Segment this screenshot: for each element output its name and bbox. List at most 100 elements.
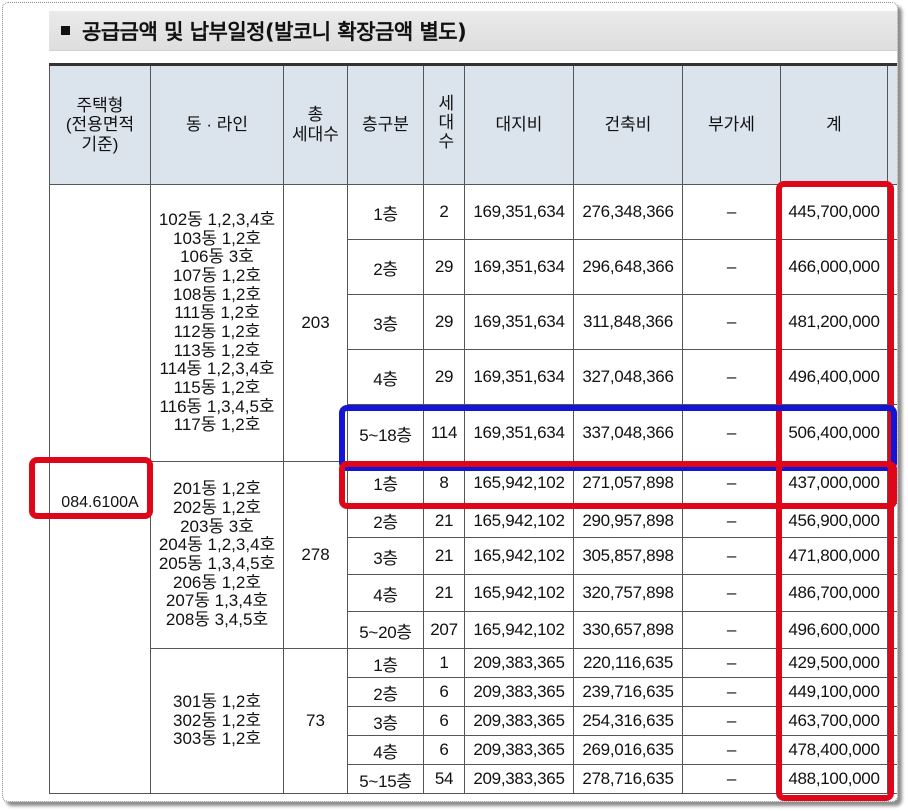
sum-cell: 496,600,000 — [780, 611, 888, 649]
building-cell: 276,348,366 — [573, 184, 683, 240]
vat-cell: – — [682, 706, 781, 736]
building-cell: 271,057,898 — [573, 461, 683, 504]
section-title-bar: 공급금액 및 납부일정(발코니 확장금액 별도) — [49, 11, 897, 51]
building-cell: 254,316,635 — [573, 706, 683, 736]
truncated-cell — [887, 611, 897, 649]
truncated-cell — [887, 239, 897, 295]
vat-cell: – — [682, 294, 781, 350]
sum-cell: 463,700,000 — [780, 706, 888, 736]
header-sum: 계 — [780, 63, 888, 185]
sum-cell: 481,200,000 — [780, 294, 888, 350]
land-cell: 169,351,634 — [464, 404, 574, 462]
floor-cell: 3층 — [347, 706, 424, 736]
table-row: 2층 29 169,351,634 296,648,366–466,000,000 — [50, 239, 897, 295]
units-cell: 2 — [423, 184, 465, 240]
dong-line-item: 108동 1,2호 — [173, 284, 261, 304]
vat-cell: – — [682, 349, 781, 405]
truncated-cell — [887, 349, 897, 405]
land-cell: 165,942,102 — [464, 503, 574, 538]
table-row: 2층 6 209,383,365 239,716,635–449,100,000 — [50, 677, 897, 707]
units-cell: 6 — [423, 735, 465, 765]
truncated-cell — [887, 677, 897, 707]
land-cell: 209,383,365 — [464, 706, 574, 736]
dong-line-cell: 201동 1,2호 202동 1,2호 203동 3호 204동 1,2,3,4호 20… — [150, 461, 284, 649]
dong-line-item: 112동 1,2호 — [173, 322, 261, 341]
floor-cell: 4층 — [347, 574, 424, 612]
land-cell: 169,351,634 — [464, 239, 574, 295]
floor-cell: 5~20층 — [347, 611, 424, 649]
dong-line-item: 204동 1,2,3,4호 — [158, 535, 276, 555]
table-header-row: 주택형 (전용면적 기준) 동 · 라인 총 세대수 층구분 세대수 대지비 건… — [49, 63, 897, 185]
building-cell: 327,048,366 — [573, 349, 683, 405]
dong-line-item: 207동 1,3,4호 — [165, 591, 269, 611]
vat-cell: – — [682, 574, 781, 612]
header-land: 대지비 — [464, 63, 574, 185]
vat-cell: – — [682, 461, 781, 504]
dong-line-item: 114동 1,2,3,4호 — [159, 359, 275, 379]
dong-line-item: 103동 1,2호 — [173, 228, 261, 248]
truncated-cell — [887, 404, 897, 462]
floor-cell: 2층 — [347, 239, 424, 295]
header-units: 세대수 — [423, 63, 465, 185]
truncated-cell — [887, 764, 897, 794]
housing-type-cell: 084.6100A — [49, 184, 151, 794]
total-units-cell: 278 — [283, 461, 348, 649]
dong-line-item: 117동 1,2호 — [173, 415, 261, 435]
dong-line-cell: 102동 1,2,3,4호 103동 1,2호 106동 3호 107동 1,2호 10… — [150, 184, 284, 462]
building-cell: 305,857,898 — [573, 537, 683, 575]
units-cell: 21 — [423, 537, 465, 575]
truncated-cell — [887, 706, 897, 736]
land-cell: 209,383,365 — [464, 648, 574, 678]
header-vat: 부가세 — [682, 63, 781, 185]
header-floor: 층구분 — [347, 63, 424, 185]
land-cell: 209,383,365 — [464, 764, 574, 794]
building-cell: 320,757,898 — [573, 574, 683, 612]
land-cell: 169,351,634 — [464, 184, 574, 240]
floor-cell: 4층 — [347, 349, 424, 405]
truncated-cell — [887, 648, 897, 678]
total-units-cell: 203 — [283, 184, 348, 462]
document-frame: 공급금액 및 납부일정(발코니 확장금액 별도) 주택형 (전용면적 기준) 동… — [2, 2, 898, 802]
floor-cell: 4층 — [347, 735, 424, 765]
units-cell: 207 — [423, 611, 465, 649]
sum-cell: 506,400,000 — [780, 404, 888, 462]
building-cell: 311,848,366 — [573, 294, 683, 350]
units-cell: 114 — [423, 404, 465, 462]
header-dong: 동 · 라인 — [150, 63, 284, 185]
dong-line-item: 302동 1,2호 — [173, 710, 261, 730]
truncated-cell — [887, 184, 897, 240]
units-cell: 29 — [423, 294, 465, 350]
land-cell: 209,383,365 — [464, 677, 574, 707]
table-row: 4층 29 169,351,634 327,048,366–496,400,000 — [50, 349, 897, 405]
dong-line-item: 102동 1,2,3,4호 — [158, 209, 276, 229]
vat-cell: – — [682, 239, 781, 295]
land-cell: 169,351,634 — [464, 294, 574, 350]
floor-cell: 5~18층 — [347, 404, 424, 462]
units-cell: 54 — [423, 764, 465, 794]
units-cell: 8 — [423, 461, 465, 504]
land-cell: 165,942,102 — [464, 574, 574, 612]
building-cell: 220,116,635 — [573, 648, 683, 678]
units-cell: 21 — [423, 503, 465, 538]
dong-line-item: 301동 1,2호 — [173, 691, 261, 711]
dong-line-item: 113동 1,2호 — [173, 340, 261, 360]
truncated-cell — [887, 574, 897, 612]
building-cell: 296,648,366 — [573, 239, 683, 295]
table-row: 3층 6 209,383,365 254,316,635–463,700,000 — [50, 706, 897, 736]
vat-cell: – — [682, 735, 781, 765]
header-total-units: 총 세대수 — [283, 63, 348, 185]
units-cell: 6 — [423, 706, 465, 736]
land-cell: 169,351,634 — [464, 349, 574, 405]
floor-cell: 2층 — [347, 503, 424, 538]
dong-line-item: 116동 1,3,4,5호 — [159, 396, 275, 416]
sum-cell: 445,700,000 — [780, 184, 888, 240]
dong-line-item: 111동 1,2호 — [174, 303, 260, 323]
sum-cell: 486,700,000 — [780, 574, 888, 612]
dong-line-item: 205동 1,3,4,5호 — [158, 554, 276, 573]
table-row: 301동 1,2호 302동 1,2호 303동 1,2호 73 1층 1 209,383,… — [50, 648, 897, 794]
dong-line-item: 206동 1,2호 — [173, 572, 261, 592]
header-building: 건축비 — [573, 63, 683, 185]
table-row: 5~20층 207 165,942,102 330,657,898–496,600,0… — [50, 611, 897, 649]
units-cell: 21 — [423, 574, 465, 612]
dong-line-item: 107동 1,2호 — [173, 265, 261, 285]
